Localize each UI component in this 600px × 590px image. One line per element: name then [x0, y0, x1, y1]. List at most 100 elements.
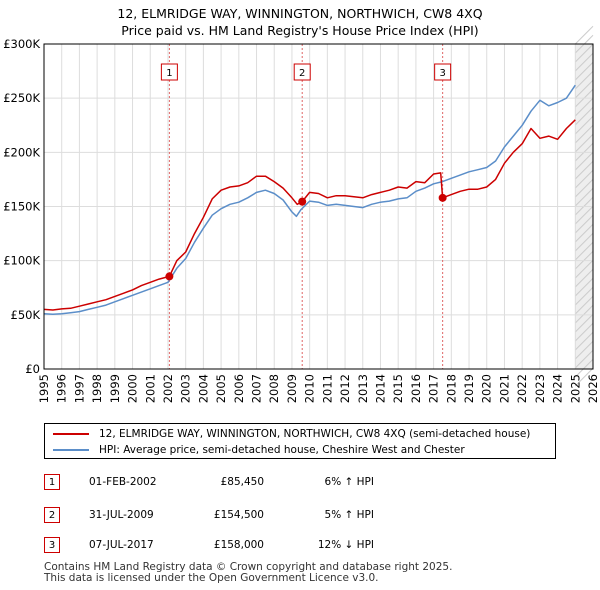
x-tick-label: 2000 [126, 374, 140, 403]
x-tick-label: 2010 [303, 374, 317, 403]
x-tick-label: 2003 [179, 374, 193, 403]
x-tick-label: 1997 [72, 374, 86, 403]
y-tick-label: £150K [3, 200, 40, 214]
legend-swatch-hpi [53, 449, 89, 451]
future-hatch-line [574, 79, 594, 99]
future-hatch-line [574, 313, 594, 333]
transaction-date: 01-FEB-2002 [89, 476, 157, 488]
x-tick-label: 1998 [90, 374, 104, 403]
future-hatch-line [574, 331, 594, 351]
sale-marker-label: 2 [299, 68, 305, 79]
transaction-number-badge: 2 [44, 507, 60, 523]
transaction-price: £85,450 [220, 476, 264, 488]
future-hatch-line [574, 367, 594, 387]
footer-copyright: Contains HM Land Registry data © Crown c… [44, 561, 453, 573]
future-hatch-line [574, 151, 594, 171]
future-hatch-line [574, 322, 594, 342]
x-tick-label: 2001 [143, 374, 157, 403]
x-tick-label: 2011 [320, 374, 334, 403]
transaction-date: 31-JUL-2009 [89, 509, 154, 521]
future-hatch-line [574, 133, 594, 153]
sale-marker-badge [434, 63, 452, 81]
future-hatch-line [574, 295, 594, 315]
sale-point [298, 197, 307, 206]
transaction-price: £158,000 [213, 539, 264, 551]
x-tick-label: 2009 [285, 374, 299, 403]
transaction-price: £154,500 [213, 509, 264, 521]
x-tick-label: 2023 [533, 374, 547, 403]
future-hatch-line [574, 277, 594, 297]
x-tick-label: 2018 [444, 374, 458, 403]
legend-label-hpi: HPI: Average price, semi-detached house,… [99, 444, 465, 456]
x-tick-label: 2024 [551, 374, 565, 403]
sale-marker-badge [293, 63, 311, 81]
transaction-date: 07-JUL-2017 [89, 539, 154, 551]
future-hatch-line [574, 286, 594, 306]
x-tick-label: 2016 [409, 374, 423, 403]
future-hatch-line [574, 232, 594, 252]
future-hatch-line [574, 304, 594, 324]
x-tick-label: 2013 [356, 374, 370, 403]
x-tick-label: 2012 [338, 374, 352, 403]
future-hatch-line [574, 214, 594, 234]
sale-marker-label: 1 [166, 68, 172, 79]
hpi-line [43, 84, 576, 316]
x-tick-label: 2019 [462, 374, 476, 403]
legend: 12, ELMRIDGE WAY, WINNINGTON, NORTHWICH,… [44, 423, 556, 459]
future-hatch-line [574, 259, 594, 279]
future-hatch-line [574, 70, 594, 90]
future-hatch-line [574, 358, 594, 378]
future-hatch-line [574, 61, 594, 81]
chart-subtitle: Price paid vs. HM Land Registry's House … [121, 23, 479, 38]
x-tick-label: 2014 [373, 374, 387, 403]
future-hatch-line [574, 340, 594, 360]
future-hatch-line [574, 169, 594, 189]
transaction-number-badge: 3 [44, 537, 60, 553]
property-price-line [43, 119, 576, 311]
plot-frame [43, 43, 594, 370]
sale-marker-badge [160, 63, 178, 81]
future-hatch-line [574, 25, 594, 45]
transaction-hpi-diff: 6% ↑ HPI [324, 476, 374, 488]
future-hatch-line [574, 223, 594, 243]
x-tick-label: 2025 [568, 374, 582, 403]
x-tick-label: 2006 [232, 374, 246, 403]
footer-licence: This data is licensed under the Open Gov… [44, 572, 379, 584]
sale-marker-label: 3 [439, 68, 445, 79]
x-tick-label: 1996 [55, 374, 69, 403]
y-tick-label: £300K [3, 37, 40, 51]
future-hatch-line [574, 106, 594, 126]
transaction-hpi-diff: 5% ↑ HPI [324, 509, 374, 521]
transaction-number-badge: 1 [44, 474, 60, 490]
x-tick-label: 2017 [427, 374, 441, 403]
x-tick-label: 2022 [515, 374, 529, 403]
future-hatch-line [574, 250, 594, 270]
y-tick-label: £50K [11, 308, 41, 322]
x-tick-label: 2007 [250, 374, 264, 403]
future-hatch-line [574, 268, 594, 288]
x-tick-label: 2005 [214, 374, 228, 403]
chart-title: 12, ELMRIDGE WAY, WINNINGTON, NORTHWICH,… [117, 6, 483, 21]
x-tick-label: 2004 [196, 374, 210, 403]
x-tick-label: 2026 [586, 374, 600, 403]
sale-point [438, 193, 447, 202]
legend-item-hpi: HPI: Average price, semi-detached house,… [53, 442, 465, 458]
transaction-hpi-diff: 12% ↓ HPI [317, 539, 374, 551]
future-hatch-line [574, 187, 594, 207]
x-tick-label: 2020 [480, 374, 494, 403]
y-tick-label: £200K [3, 145, 40, 159]
future-hatch-line [574, 178, 594, 198]
legend-item-property: 12, ELMRIDGE WAY, WINNINGTON, NORTHWICH,… [53, 426, 530, 442]
sale-point [165, 272, 174, 281]
x-tick-label: 2015 [391, 374, 405, 403]
x-tick-label: 2008 [267, 374, 281, 403]
x-tick-label: 1995 [37, 374, 51, 403]
future-hatch-line [574, 349, 594, 369]
x-tick-label: 1999 [108, 374, 122, 403]
legend-label-property: 12, ELMRIDGE WAY, WINNINGTON, NORTHWICH,… [99, 428, 531, 440]
x-tick-label: 2002 [161, 374, 175, 403]
future-hatch-line [574, 160, 594, 180]
x-tick-label: 2021 [497, 374, 511, 403]
y-tick-label: £0 [25, 362, 40, 376]
